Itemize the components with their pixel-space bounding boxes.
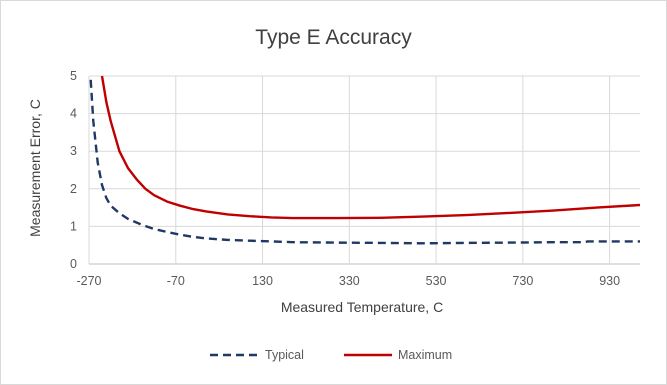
series-layer (89, 75, 641, 245)
chart-title: Type E Accuracy (255, 26, 412, 49)
x-axis-label: Measured Temperature, C (281, 299, 443, 315)
x-tick-label: 530 (426, 274, 447, 288)
x-tick-label: 930 (599, 274, 620, 288)
y-tick-label: 2 (70, 182, 77, 196)
axis-layer: 0 1 2 3 4 5 -270 -70 130 330 530 730 930 (70, 69, 620, 288)
x-tick-label: 330 (339, 274, 360, 288)
x-tick-label: 130 (252, 274, 273, 288)
legend: Typical Maximum (210, 348, 452, 362)
y-tick-label: 1 (70, 219, 77, 233)
y-tick-label: 0 (70, 257, 77, 271)
series-line-maximum (100, 75, 641, 220)
legend-label-typical: Typical (265, 348, 304, 362)
grid-layer (88, 75, 640, 265)
y-axis-label: Measurement Error, C (27, 99, 43, 237)
y-tick-label: 4 (70, 107, 77, 121)
y-tick-label: 5 (70, 69, 77, 83)
x-tick-label: 730 (512, 274, 533, 288)
y-tick-label: 3 (70, 144, 77, 158)
series-line-typical (89, 79, 640, 245)
x-tick-label: -270 (76, 274, 101, 288)
legend-label-maximum: Maximum (398, 348, 452, 362)
x-tick-label: -70 (167, 274, 185, 288)
